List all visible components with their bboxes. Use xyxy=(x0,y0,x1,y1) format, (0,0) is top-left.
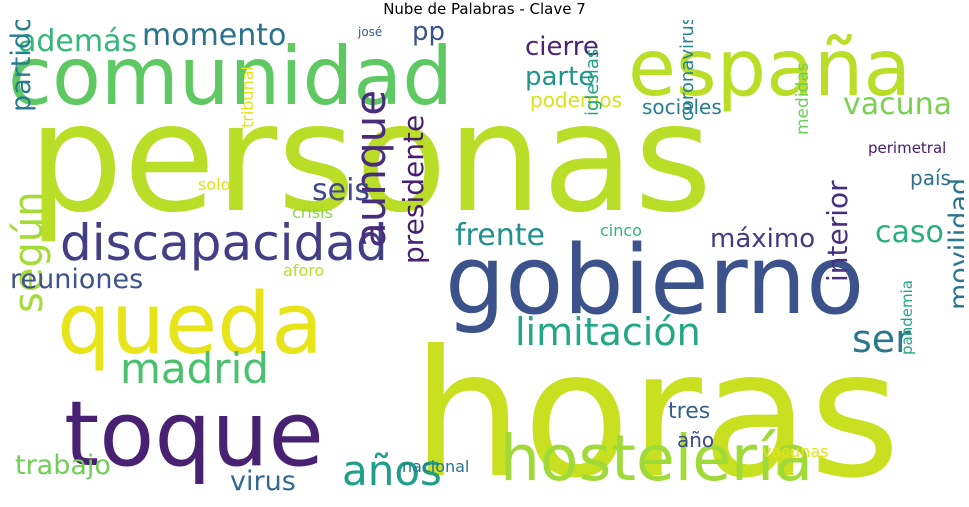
word-sociales: sociales xyxy=(642,95,722,119)
word-tres: tres xyxy=(668,399,710,424)
word-caso: caso xyxy=(875,215,944,250)
word-nacional: nacional xyxy=(402,457,469,476)
word-movilidad: movilidad xyxy=(944,178,964,310)
word-partido: partido xyxy=(6,20,37,112)
word-ser: ser xyxy=(852,317,911,361)
word-parte: parte xyxy=(525,62,594,92)
word-madrid: madrid xyxy=(120,344,269,393)
word-máximo: máximo xyxy=(710,224,815,254)
word-presidente: presidente xyxy=(397,115,430,264)
word-toque: toque xyxy=(64,382,324,487)
word-vacuna: vacuna xyxy=(843,87,952,122)
word-según: según xyxy=(6,191,52,313)
word-vacunas: vacunas xyxy=(762,442,829,461)
word-discapacidad: discapacidad xyxy=(60,214,388,272)
word-frente: frente xyxy=(455,218,545,253)
word-limitación: limitación xyxy=(515,310,701,354)
word-momento: momento xyxy=(142,20,286,53)
word-aunque: aunque xyxy=(346,90,395,248)
word-medidas: medidas xyxy=(793,62,813,135)
word-españa: españa xyxy=(628,24,911,114)
word-horas: horas xyxy=(412,314,900,504)
word-personas: personas xyxy=(28,72,712,246)
word-virus: virus xyxy=(230,466,296,497)
word-crisis: crisis xyxy=(292,203,333,222)
word-año: año xyxy=(677,428,714,452)
word-reuniones: reuniones xyxy=(10,264,143,295)
word-aforo: aforo xyxy=(283,261,324,280)
word-años: años xyxy=(342,446,442,495)
word-podemos: podemos xyxy=(530,88,622,112)
word-tribunal: tribunal xyxy=(238,66,257,128)
word-pandemia: pandemia xyxy=(898,280,916,355)
word-comunidad: comunidad xyxy=(8,30,453,123)
word-país: país xyxy=(910,166,951,190)
word-perimetral: perimetral xyxy=(868,139,946,157)
word-gobierno: gobierno xyxy=(445,226,864,336)
word-iglesias: iglesias xyxy=(582,49,603,116)
word-coronavirus: coronavirus xyxy=(677,20,698,121)
word-pp: pp xyxy=(412,20,445,47)
word-josé: josé xyxy=(357,25,382,39)
word-seis: seis xyxy=(312,173,370,208)
word-cinco: cinco xyxy=(600,221,642,240)
chart-title: Nube de Palabras - Clave 7 xyxy=(383,0,586,18)
word-hostelería: hostelería xyxy=(500,422,813,495)
word-trabajo: trabajo xyxy=(15,450,111,481)
word-queda: queda xyxy=(57,275,323,374)
word-cierre: cierre xyxy=(525,32,599,62)
word-solo: solo xyxy=(198,175,230,194)
word-interior: interior xyxy=(821,180,854,282)
word-además: además xyxy=(18,24,137,59)
